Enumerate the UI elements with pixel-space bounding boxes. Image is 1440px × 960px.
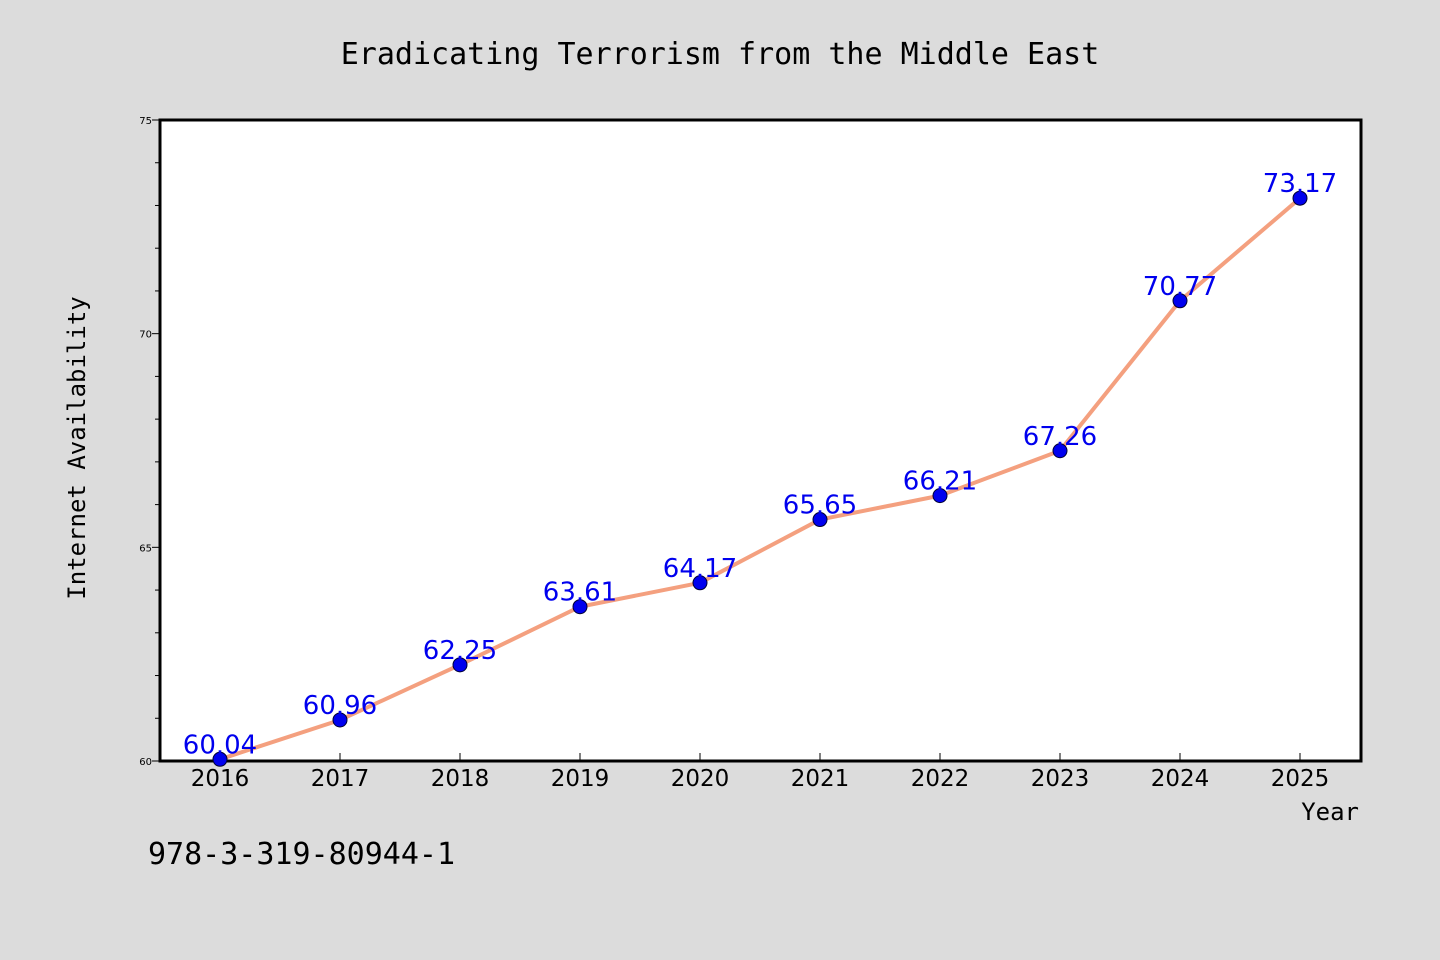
data-point (212, 751, 228, 767)
plot-area (158, 118, 1363, 763)
x-tick-label: 2019 (551, 766, 610, 792)
data-label: 70.77 (1143, 272, 1217, 302)
data-label: 60.96 (303, 691, 377, 721)
data-point (692, 575, 708, 591)
data-point (1172, 293, 1188, 309)
data-label: 67.26 (1023, 422, 1097, 452)
y-tick-label: 65 (139, 543, 152, 554)
data-point (1052, 443, 1068, 459)
x-axis: 2016 2017 2018 2019 2020 2021 2022 2023 2024 2025 (191, 753, 1330, 792)
x-tick-label: 2025 (1271, 766, 1330, 792)
x-tick-label: 2020 (671, 766, 730, 792)
x-tick-label: 2017 (311, 766, 370, 792)
data-label: 66.21 (903, 467, 977, 497)
x-tick-label: 2016 (191, 766, 250, 792)
data-label: 73.17 (1263, 169, 1337, 199)
data-point (812, 512, 828, 528)
y-tick-label: 75 (139, 116, 152, 127)
chart-title: Eradicating Terrorism from the Middle Ea… (341, 37, 1100, 72)
x-tick-label: 2023 (1031, 766, 1090, 792)
x-tick-label: 2021 (791, 766, 850, 792)
data-label: 64.17 (663, 554, 737, 584)
x-tick-label: 2024 (1151, 766, 1210, 792)
data-point (1292, 190, 1308, 206)
data-point (452, 657, 468, 673)
y-tick-label: 60 (139, 757, 152, 768)
footer-isbn: 978-3-319-80944-1 (148, 837, 455, 872)
data-point (932, 488, 948, 504)
data-label: 65.65 (783, 491, 857, 521)
series-line (218, 196, 1302, 762)
data-point (572, 599, 588, 615)
y-axis-label: Internet Availability (63, 296, 91, 599)
data-label-group: 60.04 60.96 62.25 63.61 64.17 65.65 66.21 67.26… (183, 169, 1337, 760)
y-tick-label: 70 (139, 330, 152, 341)
x-axis-label: Year (1301, 798, 1359, 826)
x-tick-label: 2022 (911, 766, 970, 792)
data-label: 63.61 (543, 578, 617, 608)
data-point (332, 712, 348, 728)
y-axis: 60 65 70 75 (139, 116, 160, 768)
series-line-group (218, 196, 1302, 762)
data-label: 62.25 (423, 636, 497, 666)
data-label: 60.04 (183, 730, 257, 760)
marker-group (212, 190, 1308, 767)
x-tick-label: 2018 (431, 766, 490, 792)
